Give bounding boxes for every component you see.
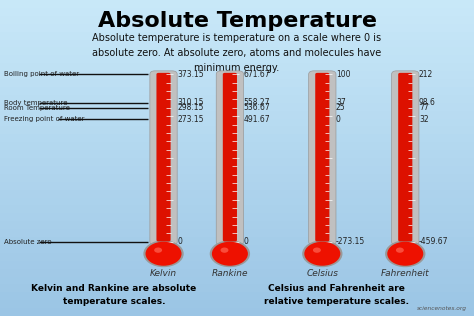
Bar [0, 87, 474, 95]
Text: -273.15: -273.15 [336, 237, 365, 246]
Bar [0, 126, 474, 134]
FancyBboxPatch shape [392, 71, 419, 245]
Bar [0, 47, 474, 55]
Bar [0, 16, 474, 24]
Bar [0, 221, 474, 229]
Circle shape [387, 242, 423, 266]
Bar [0, 79, 474, 87]
Text: 98.6: 98.6 [419, 98, 436, 107]
FancyBboxPatch shape [150, 71, 177, 245]
Text: Boiling point of water: Boiling point of water [4, 71, 79, 77]
Text: 0: 0 [336, 115, 341, 124]
Bar [0, 174, 474, 182]
Bar [0, 300, 474, 308]
Bar [0, 276, 474, 284]
Bar [0, 308, 474, 316]
Bar [0, 213, 474, 221]
Bar [0, 166, 474, 174]
Bar [0, 0, 474, 8]
Bar [0, 245, 474, 253]
Bar [0, 182, 474, 190]
Text: 25: 25 [336, 103, 346, 112]
Text: Freezing point of water: Freezing point of water [4, 116, 84, 122]
Circle shape [146, 242, 182, 266]
Text: 310.15: 310.15 [177, 98, 204, 107]
Text: 558.27: 558.27 [244, 98, 270, 107]
Bar [0, 142, 474, 150]
Text: Kelvin: Kelvin [150, 269, 177, 278]
Circle shape [210, 240, 250, 267]
Bar [0, 198, 474, 205]
Text: 671.67: 671.67 [244, 70, 270, 79]
Text: Absolute Temperature: Absolute Temperature [98, 11, 376, 31]
Bar [0, 40, 474, 47]
Bar [0, 118, 474, 126]
Text: Kelvin and Rankine are absolute
temperature scales.: Kelvin and Rankine are absolute temperat… [31, 284, 196, 306]
Bar [0, 269, 474, 276]
Text: 373.15: 373.15 [177, 70, 204, 79]
Bar [0, 55, 474, 63]
Bar [0, 24, 474, 32]
Text: 100: 100 [336, 70, 350, 79]
FancyBboxPatch shape [156, 73, 171, 241]
Bar [0, 229, 474, 237]
Circle shape [396, 247, 404, 253]
Bar [0, 261, 474, 269]
Circle shape [304, 242, 340, 266]
Text: 491.67: 491.67 [244, 115, 270, 124]
Bar [0, 292, 474, 300]
Text: 37: 37 [336, 98, 346, 107]
Text: Rankine: Rankine [211, 269, 248, 278]
Bar [0, 8, 474, 16]
Text: -459.67: -459.67 [419, 237, 448, 246]
Circle shape [212, 242, 248, 266]
FancyBboxPatch shape [309, 71, 336, 245]
Text: 0: 0 [177, 237, 182, 246]
Text: 32: 32 [419, 115, 428, 124]
Bar [0, 205, 474, 213]
Bar [0, 158, 474, 166]
Text: Fahrenheit: Fahrenheit [381, 269, 429, 278]
Circle shape [143, 240, 184, 267]
FancyBboxPatch shape [398, 73, 412, 241]
Text: sciencenotes.org: sciencenotes.org [417, 306, 467, 311]
Text: 212: 212 [419, 70, 433, 79]
Text: Body temperature: Body temperature [4, 100, 67, 106]
Circle shape [154, 247, 162, 253]
Text: Celsius and Fahrenheit are
relative temperature scales.: Celsius and Fahrenheit are relative temp… [264, 284, 409, 306]
Bar [0, 190, 474, 198]
Circle shape [313, 247, 321, 253]
Text: Absolute zero: Absolute zero [4, 239, 51, 245]
FancyBboxPatch shape [223, 73, 237, 241]
Text: Absolute temperature is temperature on a scale where 0 is
absolute zero. At abso: Absolute temperature is temperature on a… [92, 33, 382, 73]
Bar [0, 32, 474, 40]
Text: 298.15: 298.15 [177, 103, 203, 112]
Bar [0, 284, 474, 292]
Circle shape [385, 240, 426, 267]
Bar [0, 71, 474, 79]
Bar [0, 253, 474, 261]
Bar [0, 95, 474, 103]
Bar [0, 134, 474, 142]
Bar [0, 63, 474, 71]
FancyBboxPatch shape [315, 73, 329, 241]
Circle shape [302, 240, 343, 267]
Circle shape [220, 247, 228, 253]
Bar [0, 103, 474, 111]
FancyBboxPatch shape [216, 71, 244, 245]
Text: 273.15: 273.15 [177, 115, 204, 124]
Text: Room Temperature: Room Temperature [4, 105, 70, 111]
Text: Celsius: Celsius [306, 269, 338, 278]
Text: 0: 0 [244, 237, 248, 246]
Bar [0, 111, 474, 118]
Bar [0, 237, 474, 245]
Text: 77: 77 [419, 103, 428, 112]
Text: 536.67: 536.67 [244, 103, 270, 112]
Bar [0, 150, 474, 158]
